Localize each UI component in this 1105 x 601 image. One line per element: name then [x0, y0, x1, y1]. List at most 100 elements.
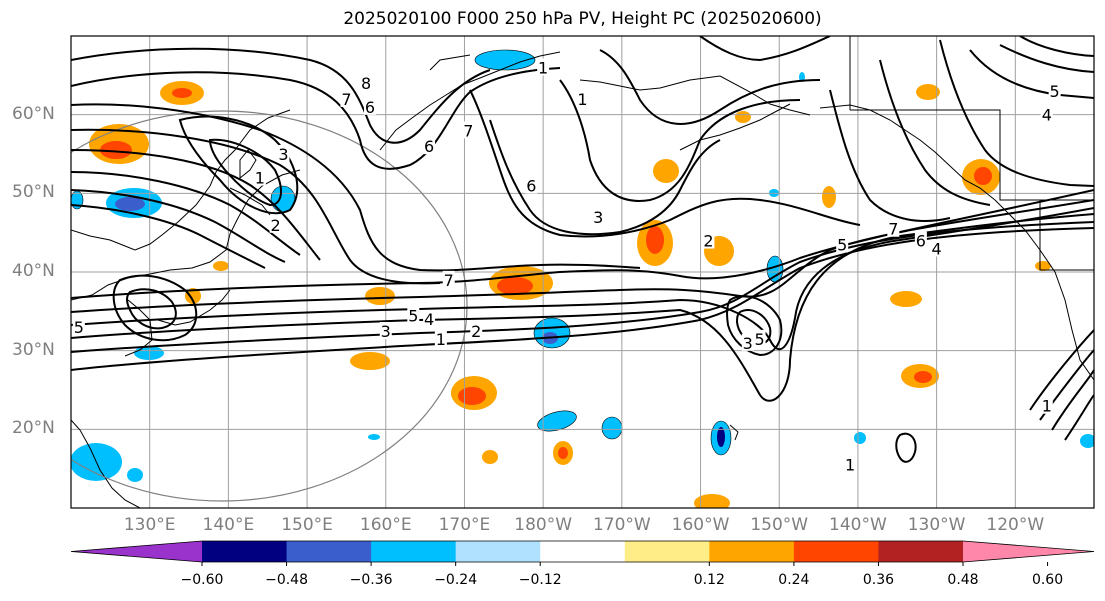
contour-label: 1 [845, 456, 855, 475]
contour-label-bg [360, 74, 373, 92]
colorbar-extend-high [963, 541, 1094, 562]
contour-label-bg [253, 168, 266, 186]
colorbar-segment [371, 541, 457, 562]
latitude-label: 40°N [12, 261, 55, 281]
contour-label: 5 [74, 318, 84, 337]
contour-label: 4 [932, 239, 942, 258]
contour-label: 2 [703, 232, 713, 251]
longitude-label: 140°E [202, 515, 255, 535]
contour-label-bg [470, 322, 483, 339]
colorbar-tick-label: −0.48 [265, 572, 308, 588]
colorbar-segment [878, 541, 964, 562]
contour-label: 4 [424, 310, 434, 329]
longitude-label: 120°W [986, 515, 1045, 535]
colorbar-segment [455, 541, 541, 562]
contour-label: 3 [743, 334, 753, 353]
longitude-label: 130°E [123, 515, 176, 535]
colorbar [70, 540, 1095, 566]
latitude-label: 50°N [12, 182, 55, 203]
colorbar-segment [286, 541, 372, 562]
longitude-label: 150°W [750, 515, 809, 535]
contour-label-bg [537, 58, 550, 76]
contour-label-bg [364, 97, 377, 115]
height-contours [71, 36, 1094, 463]
latitude-label: 30°N [12, 339, 55, 360]
contour-label-bg [930, 239, 943, 257]
map-frame [70, 35, 1095, 509]
latitude-label: 20°N [12, 418, 55, 439]
longitude-label: 160°W [671, 515, 730, 535]
colorbar-tick-label: 0.60 [1031, 572, 1064, 588]
contour-label-bg [887, 219, 900, 237]
colorbar-tick-label: −0.36 [349, 572, 393, 588]
colorbar-tick-label: 0.48 [947, 572, 979, 588]
contour-label-bg [1040, 105, 1053, 123]
contour-label-bg [702, 231, 715, 249]
contour-label-bg [836, 235, 849, 253]
longitude-label: 170°E [438, 515, 491, 535]
colorbar-segment [202, 541, 288, 562]
contour-label: 2 [471, 322, 481, 341]
contour-label: 6 [526, 176, 536, 195]
contour-label-bg [72, 318, 85, 336]
contour-label-bg [844, 455, 857, 473]
contour-label: 3 [381, 322, 391, 341]
contour-label: 3 [278, 145, 288, 164]
contour-label: 7 [888, 220, 898, 239]
longitude-label: 180°W [514, 515, 573, 535]
contour-label: 7 [444, 271, 454, 290]
contour-label: 6 [916, 232, 926, 251]
longitude-label: 140°W [829, 515, 887, 535]
contour-label-bg [423, 137, 436, 155]
contour-label: 7 [341, 90, 351, 109]
contour-label: 4 [1042, 106, 1052, 125]
contour-label: 6 [424, 137, 434, 156]
contour-label-bg [576, 89, 589, 107]
contour-label: 8 [361, 74, 371, 93]
contour-label: 6 [365, 98, 375, 117]
contour-label: 5 [837, 235, 847, 254]
contour-label: 1 [1042, 397, 1052, 416]
contour-label-bg [340, 89, 353, 107]
pv-negative-anomalies [71, 49, 1094, 482]
contour-label: 1 [436, 330, 446, 349]
colorbar-extend-low [71, 541, 202, 562]
contour-label: 2 [271, 216, 281, 235]
contour-label: 5 [1050, 82, 1060, 101]
contour-label-bg [741, 333, 754, 351]
contour-label-bg [592, 207, 605, 225]
contour-label: 5 [408, 306, 418, 325]
pv-positive-anomalies [89, 81, 1051, 508]
colorbar-tick-label: 0.24 [778, 572, 810, 588]
contour-label-bg [1048, 82, 1061, 100]
contour-label-bg [1040, 396, 1053, 414]
contour-label-bg [434, 329, 447, 347]
contour-label-bg [914, 231, 927, 249]
colorbar-tick-label: −0.60 [180, 572, 224, 588]
contour-label-bg [407, 306, 420, 324]
colorbar-tick-label: 0.12 [693, 572, 725, 588]
longitude-label: 170°W [592, 515, 651, 535]
distance-circle [71, 110, 468, 502]
contour-label-bg [442, 270, 455, 288]
colorbar-tick-label: 0.36 [862, 572, 895, 588]
contour-label: 5 [754, 330, 764, 349]
contour-label: 3 [593, 208, 603, 227]
contour-label-bg [269, 215, 282, 233]
longitude-label: 130°W [907, 515, 966, 535]
colorbar-segment [709, 541, 795, 562]
plot-title: 2025020100 F000 250 hPa PV, Height PC (2… [343, 9, 822, 29]
contour-label: 1 [577, 90, 587, 109]
colorbar-tick-label: −0.12 [518, 572, 562, 588]
contour-label-bg [277, 145, 290, 162]
contour-label: 1 [255, 169, 265, 188]
contour-label: 7 [463, 121, 473, 140]
contour-label-bg [462, 121, 475, 139]
longitude-label: 150°E [281, 515, 333, 535]
colorbar-segment [624, 541, 710, 562]
contour-label-bg [753, 329, 766, 347]
contour-label-bg [423, 310, 436, 328]
colorbar-tick-label: −0.24 [434, 572, 478, 588]
